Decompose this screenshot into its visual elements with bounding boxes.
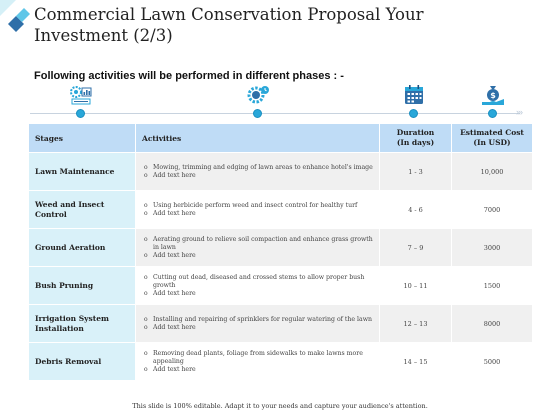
add-text-placeholder: Add text here [153, 171, 196, 179]
stage-cell: Weed and Insect Control [28, 190, 136, 229]
activities-table: Stages Activities Duration (In days) Est… [28, 123, 533, 381]
duration-header: Duration (In days) [379, 123, 452, 153]
calendar-icon [401, 84, 427, 106]
stages-header: Stages [28, 123, 136, 153]
duration-header-line1: Duration [396, 128, 435, 137]
bullet-icon: o [144, 163, 148, 171]
timeline-dot-3 [409, 109, 418, 118]
add-text-placeholder: Add text here [153, 365, 196, 373]
duration-cell: 1 - 3 [379, 152, 452, 191]
activities-cell: o Using herbicide perform weed and insect… [135, 190, 380, 229]
activities-cell: o Installing and repairing of sprinklers … [135, 304, 380, 343]
activities-cell: o Cutting out dead, diseased and crossed … [135, 266, 380, 305]
duration-cell: 14 – 15 [379, 342, 452, 381]
cost-cell: 8000 [451, 304, 533, 343]
duration-header-line2: (In days) [396, 138, 435, 147]
activity-text: Installing and repairing of sprinklers f… [153, 315, 372, 323]
add-text-placeholder: Add text here [153, 209, 196, 217]
timeline-dot-1 [76, 109, 85, 118]
bullet-icon: o [144, 235, 148, 243]
bullet-icon: o [144, 209, 148, 217]
stage-cell: Ground Aeration [28, 228, 136, 267]
activities-cell: o Removing dead plants, foliage from side… [135, 342, 380, 381]
phases-subtitle: Following activities will be performed i… [34, 70, 344, 82]
table-row: Ground Aeration o Aerating ground to reli… [28, 228, 533, 267]
add-text-placeholder: Add text here [153, 289, 196, 297]
cost-cell: 10,000 [451, 152, 533, 191]
bullet-icon: o [144, 289, 148, 297]
bullet-icon: o [144, 349, 148, 357]
bullet-icon: o [144, 315, 148, 323]
svg-text:$: $ [490, 91, 496, 100]
table-row: Weed and Insect Control o Using herbicide… [28, 190, 533, 229]
cost-cell: 1500 [451, 266, 533, 305]
add-text-placeholder: Add text here [153, 251, 196, 259]
table-row: Lawn Maintenance o Mowing, trimming and e… [28, 152, 533, 191]
activity-text: Mowing, trimming and edging of lawn area… [153, 163, 373, 171]
stage-cell: Irrigation System Installation [28, 304, 136, 343]
cost-cell: 7000 [451, 190, 533, 229]
stage-cell: Debris Removal [28, 342, 136, 381]
cost-cell: 3000 [451, 228, 533, 267]
gear-clock-icon [245, 84, 271, 106]
page-title: Commercial Lawn Conservation Proposal Yo… [34, 5, 424, 45]
bullet-icon: o [144, 273, 148, 281]
activities-cell: o Mowing, trimming and edging of lawn are… [135, 152, 380, 191]
timeline-arrows: ››› [516, 107, 523, 117]
table-header-row: Stages Activities Duration (In days) Est… [28, 123, 533, 153]
phase-timeline: ››› [0, 84, 560, 120]
table-row: Irrigation System Installation o Installi… [28, 304, 533, 343]
duration-cell: 10 – 11 [379, 266, 452, 305]
timeline-line [30, 113, 520, 114]
duration-cell: 7 – 9 [379, 228, 452, 267]
bullet-icon: o [144, 365, 148, 373]
bullet-icon: o [144, 323, 148, 331]
money-bag-hand-icon: $ [480, 84, 506, 106]
table-row: Bush Pruning o Cutting out dead, diseased… [28, 266, 533, 305]
duration-cell: 4 - 6 [379, 190, 452, 229]
activity-text: Aerating ground to relieve soil compacti… [153, 235, 373, 251]
corner-decoration [0, 0, 30, 32]
footer-note: This slide is 100% editable. Adapt it to… [132, 402, 428, 410]
add-text-placeholder: Add text here [153, 323, 196, 331]
bullet-icon: o [144, 201, 148, 209]
activity-text: Cutting out dead, diseased and crossed s… [153, 273, 365, 289]
stage-cell: Bush Pruning [28, 266, 136, 305]
stage-cell: Lawn Maintenance [28, 152, 136, 191]
activities-cell: o Aerating ground to relieve soil compact… [135, 228, 380, 267]
duration-cell: 12 – 13 [379, 304, 452, 343]
table-row: Debris Removal o Removing dead plants, fo… [28, 342, 533, 381]
cost-header-line1: Estimated Cost [460, 128, 524, 137]
timeline-dot-2 [253, 109, 262, 118]
gear-chart-icon [68, 84, 94, 106]
activities-header: Activities [135, 123, 380, 153]
cost-header: Estimated Cost (In USD) [451, 123, 533, 153]
cost-cell: 5000 [451, 342, 533, 381]
activity-text: Removing dead plants, foliage from sidew… [153, 349, 363, 365]
timeline-dot-4 [488, 109, 497, 118]
bullet-icon: o [144, 251, 148, 259]
bullet-icon: o [144, 171, 148, 179]
cost-header-line2: (In USD) [473, 138, 511, 147]
activity-text: Using herbicide perform weed and insect … [153, 201, 358, 209]
